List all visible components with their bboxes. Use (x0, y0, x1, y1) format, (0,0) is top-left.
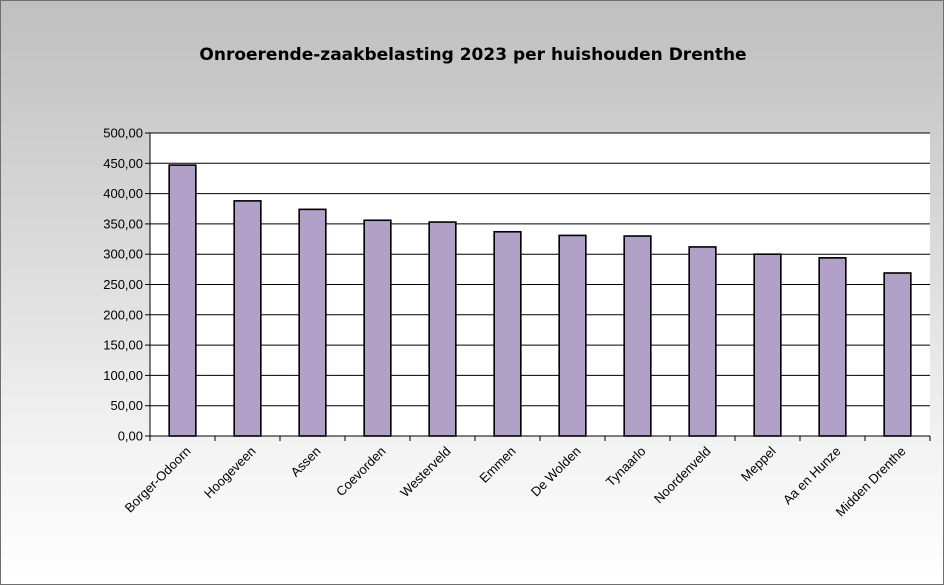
bar (233, 200, 262, 437)
y-tick-label: 400,00 (103, 186, 143, 201)
y-tick-label: 450,00 (103, 156, 143, 171)
chart-title: Onroerende-zaakbelasting 2023 per huisho… (199, 45, 747, 65)
y-tick-label: 250,00 (103, 277, 143, 292)
x-tick-label: Aa en Hunze (780, 444, 844, 508)
x-tick-label: Noordenveld (651, 444, 714, 507)
y-tick-label: 0,00 (118, 429, 143, 444)
bar (753, 253, 782, 437)
bar (298, 208, 327, 437)
x-tick-label: Emmen (476, 444, 518, 486)
y-tick-label: 500,00 (103, 126, 143, 141)
bar (688, 246, 717, 437)
y-tick-label: 350,00 (103, 216, 143, 231)
x-tick-label: Assen (287, 444, 323, 480)
y-tick-label: 150,00 (103, 338, 143, 353)
y-tick-label: 200,00 (103, 307, 143, 322)
x-tick-label: Borger-Odoorn (122, 444, 194, 516)
bar (558, 234, 587, 437)
x-tick-label: Coevorden (333, 444, 389, 500)
y-tick-label: 100,00 (103, 368, 143, 383)
bar (623, 235, 652, 437)
x-tick-label: De Wolden (528, 444, 584, 500)
x-tick-label: Meppel (738, 443, 779, 484)
bar (168, 164, 197, 437)
x-tick-label: Midden Drenthe (833, 444, 909, 520)
y-tick-label: 50,00 (110, 398, 143, 413)
y-tick-label: 300,00 (103, 247, 143, 262)
x-tick-label: Tynaarlo (603, 444, 649, 490)
bar (818, 257, 847, 437)
bar (428, 221, 457, 437)
bar (883, 272, 912, 437)
x-tick-label: Hoogeveen (201, 444, 259, 502)
x-tick-label: Westerveld (397, 444, 453, 500)
bar (493, 230, 522, 437)
bar (363, 219, 392, 437)
